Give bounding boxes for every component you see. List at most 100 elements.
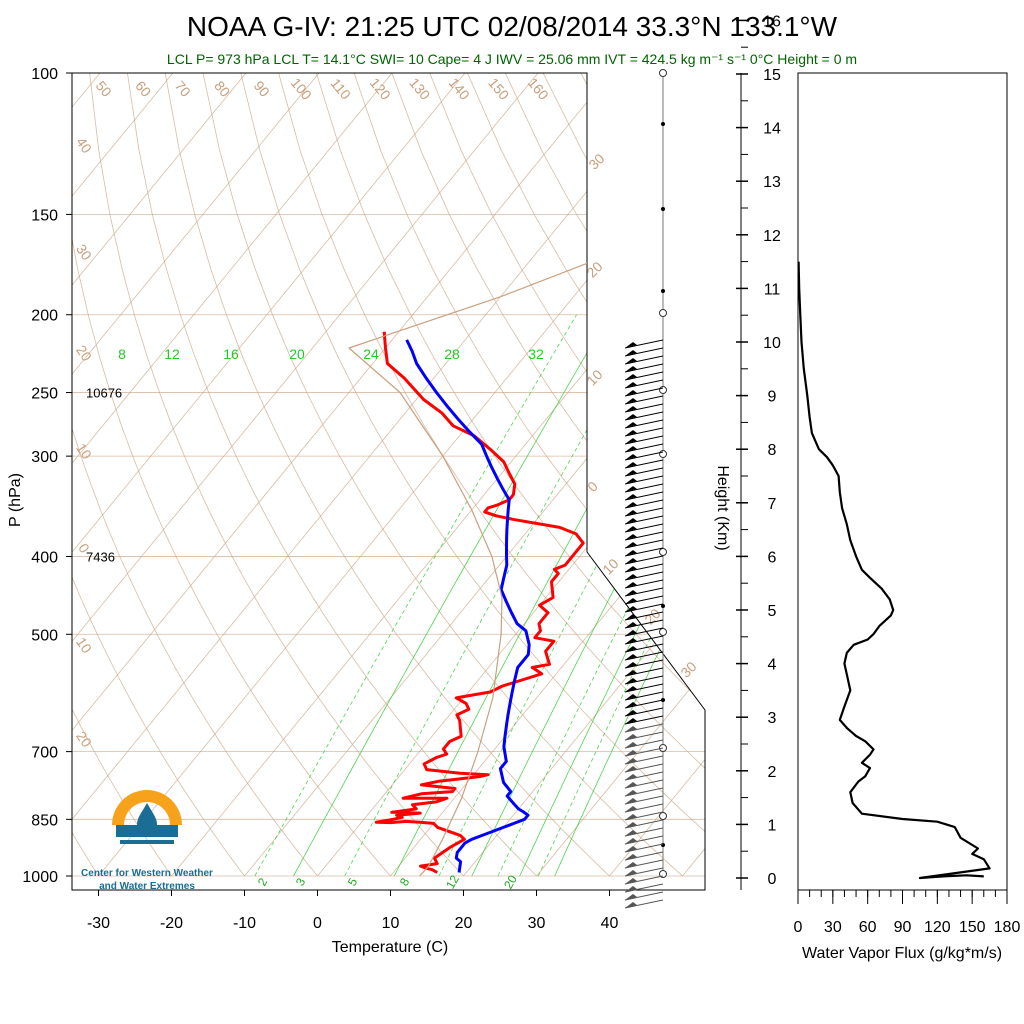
wind-barb-icon bbox=[624, 387, 664, 397]
wind-barb-flag-icon bbox=[625, 342, 637, 348]
dry-adiabat-line bbox=[316, 73, 705, 877]
wind-barb-flag-icon bbox=[625, 374, 637, 380]
wind-barb-icon bbox=[624, 579, 664, 589]
dry-adiabat-line bbox=[127, 73, 537, 877]
wind-barb-flag-icon bbox=[625, 814, 637, 820]
wind-barb-flag-icon bbox=[625, 654, 637, 660]
mixing-ratio-label: 8 bbox=[118, 346, 126, 362]
wind-barb-icon bbox=[624, 675, 664, 685]
wind-barb-icon bbox=[624, 667, 664, 677]
wind-barb-flag-icon bbox=[625, 494, 637, 500]
wind-calm-icon bbox=[659, 628, 667, 636]
wind-barb-icon bbox=[624, 811, 664, 821]
dry-adiabat-line bbox=[72, 73, 172, 877]
wind-calm-icon bbox=[659, 812, 667, 820]
wind-calm-icon bbox=[659, 386, 667, 394]
wind-barb-icon bbox=[624, 883, 664, 893]
mixing-ratio-line bbox=[471, 314, 705, 877]
height-tick-label: 5 bbox=[768, 603, 777, 620]
wind-barb-icon bbox=[624, 491, 664, 501]
height-tick-label: 14 bbox=[763, 121, 781, 138]
temperature-tick-label: 20 bbox=[455, 915, 473, 932]
isotherm-label: 10 bbox=[599, 555, 621, 577]
logo-line1: Center for Western Weather bbox=[81, 868, 213, 879]
height-tick-label: 3 bbox=[768, 710, 777, 727]
theta-label: 50 bbox=[93, 78, 115, 100]
x-axis-label: Temperature (C) bbox=[332, 939, 448, 956]
isotherm-label: 30 bbox=[585, 150, 607, 172]
isotherm-label: 30 bbox=[73, 241, 95, 263]
wind-barb-flag-icon bbox=[625, 390, 637, 396]
wind-barb-icon bbox=[624, 347, 664, 357]
wind-dot-icon bbox=[661, 604, 665, 608]
dry-adiabat-line bbox=[72, 73, 318, 877]
wind-calm-icon bbox=[659, 69, 667, 77]
dry-adiabat-line bbox=[89, 73, 464, 877]
wind-barb-flag-icon bbox=[625, 798, 637, 804]
wind-barb-flag-icon bbox=[625, 526, 637, 532]
parcel-line bbox=[348, 73, 705, 877]
wind-barb-flag-icon bbox=[625, 846, 637, 852]
wind-barb-flag-icon bbox=[625, 502, 637, 508]
mixing-ratio-label: 3 bbox=[293, 875, 309, 888]
flux-tick-label: 60 bbox=[859, 919, 877, 936]
dry-adiabat-line bbox=[72, 73, 391, 877]
height-tick-label: 12 bbox=[763, 228, 781, 245]
isotherm-label: 20 bbox=[73, 342, 95, 364]
wind-barb-icon bbox=[624, 843, 664, 853]
wind-barb-icon bbox=[624, 371, 664, 381]
dry-adiabat-line bbox=[542, 73, 705, 877]
flux-tick-label: 150 bbox=[959, 919, 986, 936]
wind-barb-flag-icon bbox=[625, 830, 637, 836]
flux-frame bbox=[797, 72, 1008, 891]
wind-barb-icon bbox=[624, 795, 664, 805]
theta-label: 160 bbox=[525, 75, 552, 103]
wind-barb-icon bbox=[624, 659, 664, 669]
dry-adiabat-line bbox=[391, 73, 705, 877]
mixing-ratio-label: 5 bbox=[345, 875, 361, 888]
wind-barb-icon bbox=[624, 395, 664, 405]
isotherm-line bbox=[390, 73, 705, 877]
wind-barb-flag-icon bbox=[625, 606, 637, 612]
wind-barb-icon bbox=[624, 587, 664, 597]
temperature-tick-label: 30 bbox=[528, 915, 546, 932]
mixing-ratio-label: 20 bbox=[501, 872, 520, 891]
wind-barb-icon bbox=[624, 867, 664, 877]
wind-barb-icon bbox=[624, 467, 664, 477]
wind-barb-flag-icon bbox=[625, 422, 637, 428]
flux-x-axis-label: Water Vapor Flux (g/kg*m/s) bbox=[802, 945, 1002, 962]
height-tick-label: 13 bbox=[763, 174, 781, 191]
wind-calm-icon bbox=[659, 870, 667, 878]
isotherm-line bbox=[609, 73, 705, 877]
wind-barb-flag-icon bbox=[625, 622, 637, 628]
wind-barb-icon bbox=[624, 571, 664, 581]
wind-barb-icon bbox=[624, 715, 664, 725]
y-axis-label: P (hPa) bbox=[7, 473, 24, 527]
wind-barb-flag-icon bbox=[625, 438, 637, 444]
temperature-tick-label: 10 bbox=[382, 915, 400, 932]
temperature-tick-label: -10 bbox=[233, 915, 256, 932]
isotherm-line bbox=[463, 73, 705, 877]
mixing-ratio-label: 20 bbox=[289, 346, 305, 362]
wind-barb-flag-icon bbox=[625, 662, 637, 668]
isotherm-line bbox=[317, 73, 705, 877]
wind-barb-flag-icon bbox=[625, 414, 637, 420]
isotherm-line bbox=[72, 73, 539, 877]
water-vapor-flux-line bbox=[798, 261, 991, 880]
skewt-series bbox=[348, 73, 705, 877]
dry-adiabat-line bbox=[278, 73, 705, 877]
chart-title: NOAA G-IV: 21:25 UTC 02/08/2014 33.3°N 1… bbox=[187, 11, 838, 42]
dry-adiabat-line bbox=[580, 73, 705, 877]
pressure-tick-label: 700 bbox=[31, 745, 58, 762]
wind-barb-icon bbox=[624, 451, 664, 461]
flux-tick-label: 120 bbox=[924, 919, 951, 936]
temperature-tick-label: -20 bbox=[160, 915, 183, 932]
wind-barb-icon bbox=[624, 619, 664, 629]
wind-barb-icon bbox=[624, 691, 664, 701]
wind-barb-icon bbox=[624, 499, 664, 509]
isotherm-line bbox=[72, 73, 320, 877]
wind-barb-icon bbox=[624, 859, 664, 869]
wind-barb-flag-icon bbox=[625, 366, 637, 372]
wind-calm-icon bbox=[659, 548, 667, 556]
